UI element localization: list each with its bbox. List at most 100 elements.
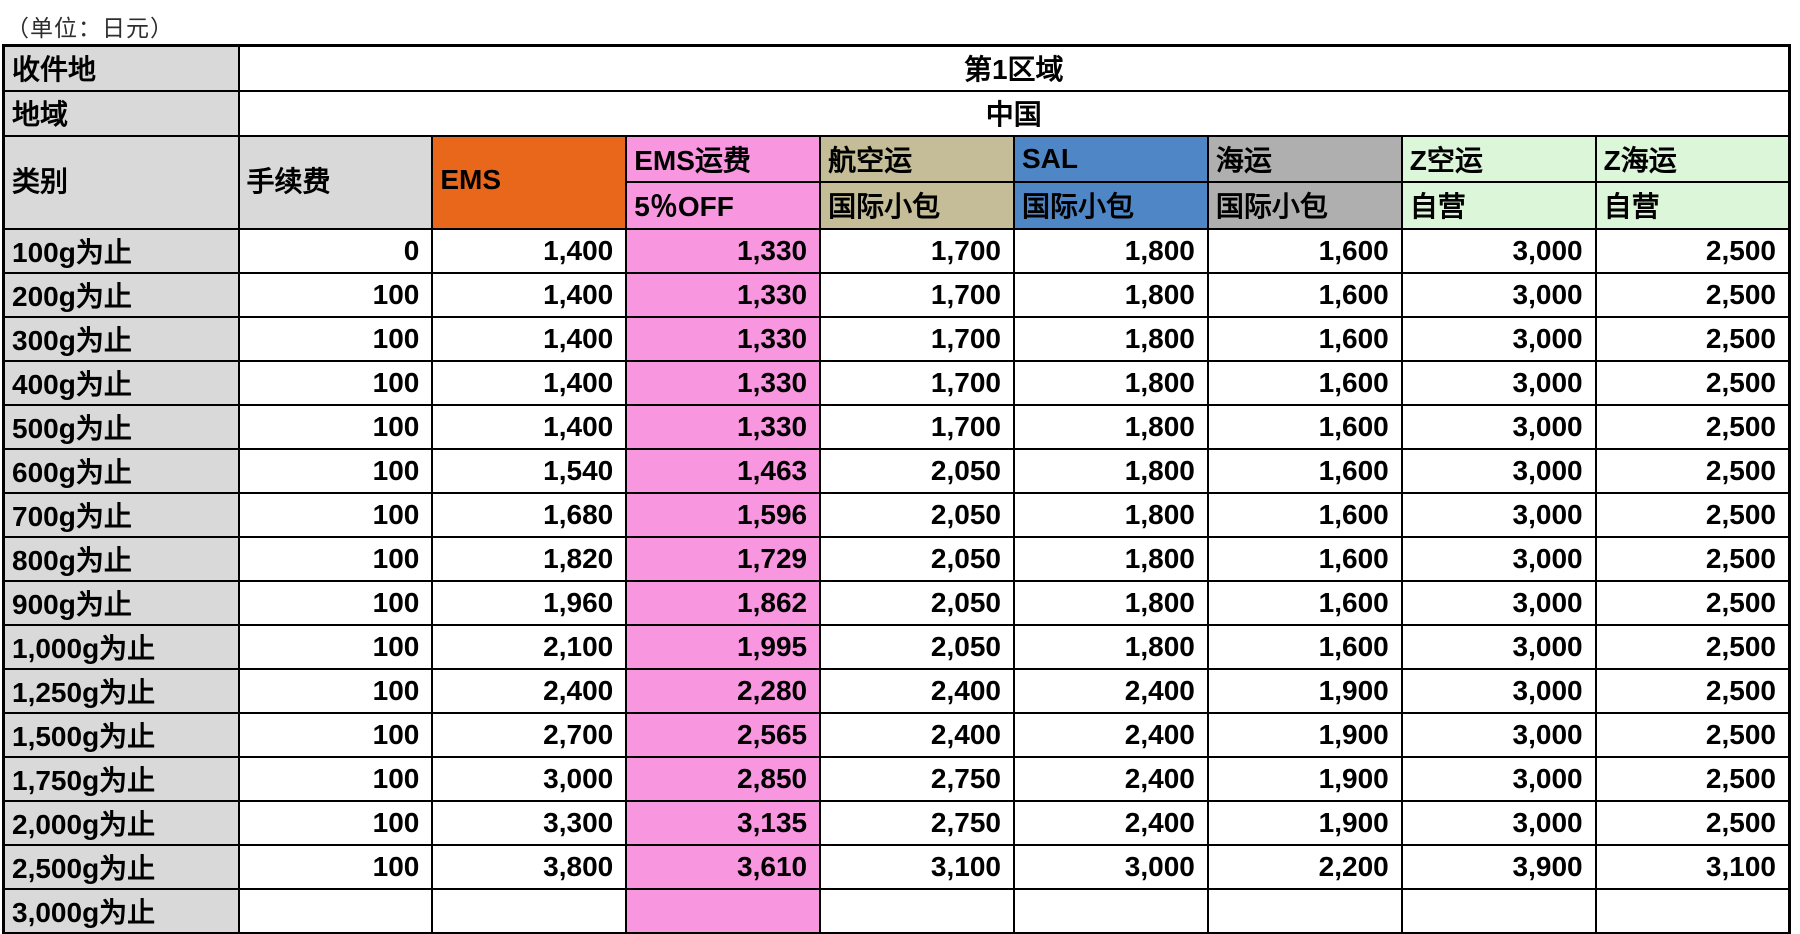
- rate-cell: 1,600: [1206, 227, 1403, 274]
- weight-label-cell: 800g为止: [2, 535, 240, 582]
- table-row: 700g为止 100 1,680 1,596 2,050 1,800 1,600 3,000 2…: [2, 491, 1791, 538]
- rate-cell: 1,330: [625, 359, 822, 406]
- rate-cell: 3,100: [819, 843, 1015, 890]
- rate-cell: 2,050: [819, 623, 1015, 670]
- rate-cell: 1,900: [1206, 667, 1403, 714]
- service-subheader-air-packet: 国际小包: [819, 180, 1015, 230]
- rate-cell: 2,050: [819, 447, 1015, 494]
- rate-cell: 3,135: [625, 799, 822, 846]
- rate-cell: 2,400: [1013, 799, 1209, 846]
- rate-cell: 100: [237, 755, 434, 802]
- weight-label-cell: 1,250g为止: [2, 667, 240, 714]
- rate-cell: 2,500: [1594, 755, 1791, 802]
- weight-label-cell: 1,750g为止: [2, 755, 240, 802]
- rate-cell: 100: [237, 315, 434, 362]
- rate-cell: 2,500: [1594, 623, 1791, 670]
- rate-cell: 3,610: [625, 843, 822, 890]
- weight-label-cell: 700g为止: [2, 491, 240, 538]
- rate-cell: 3,100: [1594, 843, 1791, 890]
- rate-cell: 1,800: [1013, 227, 1209, 274]
- rate-cell: 1,820: [431, 535, 628, 582]
- table-row: 400g为止 100 1,400 1,330 1,700 1,800 1,600 3,000 2…: [2, 359, 1791, 406]
- rate-cell: 100: [237, 447, 434, 494]
- rate-cell: 1,800: [1013, 315, 1209, 362]
- rate-cell: 100: [237, 535, 434, 582]
- destination-row: 收件地 第1区域: [2, 44, 1791, 92]
- destination-label-cell: 收件地: [2, 44, 240, 92]
- rate-cell: 1,800: [1013, 447, 1209, 494]
- rate-cell: 100: [237, 711, 434, 758]
- rate-cell: 1,729: [625, 535, 822, 582]
- weight-label-cell: 600g为止: [2, 447, 240, 494]
- rate-cell: 3,000: [1400, 579, 1597, 626]
- rate-cell: 2,400: [1013, 755, 1209, 802]
- rate-table-body: 100g为止 0 1,400 1,330 1,700 1,800 1,600 3,000 2,5…: [2, 227, 1791, 934]
- rate-cell: 1,400: [431, 359, 628, 406]
- rate-cell: 1,800: [1013, 579, 1209, 626]
- rate-cell: 1,800: [1013, 623, 1209, 670]
- rate-cell: 3,000: [1400, 359, 1597, 406]
- region-row: 地域 中国: [2, 89, 1791, 137]
- service-header-ems: EMS: [431, 134, 628, 230]
- rate-cell: 1,400: [431, 271, 628, 318]
- rate-cell: 2,050: [819, 535, 1015, 582]
- weight-label-cell: 2,500g为止: [2, 843, 240, 890]
- rate-cell: 1,400: [431, 315, 628, 362]
- service-header-z-sea: Z海运: [1594, 134, 1791, 183]
- weight-label-cell: 3,000g为止: [2, 887, 240, 934]
- rate-cell: 100: [237, 403, 434, 450]
- rate-cell: 2,565: [625, 711, 822, 758]
- rate-cell: 1,600: [1206, 491, 1403, 538]
- rate-cell: 3,000: [1400, 755, 1597, 802]
- service-subheader-z-sea: 自营: [1594, 180, 1791, 230]
- rate-cell: 2,400: [819, 711, 1015, 758]
- rate-cell: 1,995: [625, 623, 822, 670]
- rate-cell: 3,000: [1400, 711, 1597, 758]
- rate-cell: 1,700: [819, 315, 1015, 362]
- rate-cell: 3,900: [1400, 843, 1597, 890]
- rate-cell: 1,800: [1013, 491, 1209, 538]
- table-row: 800g为止 100 1,820 1,729 2,050 1,800 1,600 3,000 2…: [2, 535, 1791, 582]
- rate-cell: 1,600: [1206, 315, 1403, 362]
- service-header-z-air: Z空运: [1400, 134, 1597, 183]
- table-row: 100g为止 0 1,400 1,330 1,700 1,800 1,600 3,000 2,5…: [2, 227, 1791, 274]
- rate-cell: 2,050: [819, 579, 1015, 626]
- rate-cell: 100: [237, 843, 434, 890]
- shipping-rate-table: 收件地 第1区域 地域 中国 类别 手续费 EMS EMS运费 航空运 SAL …: [2, 44, 1791, 934]
- weight-label-cell: 400g为止: [2, 359, 240, 406]
- rate-cell: 3,300: [431, 799, 628, 846]
- rate-cell: 3,000: [1400, 227, 1597, 274]
- weight-label-cell: 300g为止: [2, 315, 240, 362]
- rate-cell: 1,330: [625, 227, 822, 274]
- table-row: 1,000g为止 100 2,100 1,995 2,050 1,800 1,600 3,00…: [2, 623, 1791, 670]
- rate-cell: 1,800: [1013, 359, 1209, 406]
- service-header-sea-packet: 海运: [1206, 134, 1403, 183]
- rate-cell: [1206, 887, 1403, 934]
- rate-cell: 2,500: [1594, 271, 1791, 318]
- rate-cell: 2,500: [1594, 227, 1791, 274]
- rate-cell: 1,600: [1206, 579, 1403, 626]
- table-row: 200g为止 100 1,400 1,330 1,700 1,800 1,600 3,000 2…: [2, 271, 1791, 318]
- rate-cell: 2,280: [625, 667, 822, 714]
- rate-cell: 1,600: [1206, 535, 1403, 582]
- rate-cell: 2,400: [431, 667, 628, 714]
- rate-cell: [1400, 887, 1597, 934]
- rate-cell: 2,750: [819, 755, 1015, 802]
- service-header-sal-packet: SAL: [1013, 134, 1209, 183]
- rate-cell: 2,500: [1594, 315, 1791, 362]
- rate-cell: 2,400: [819, 667, 1015, 714]
- rate-cell: 2,700: [431, 711, 628, 758]
- rate-cell: 3,000: [1400, 535, 1597, 582]
- rate-cell: 1,540: [431, 447, 628, 494]
- rate-cell: 1,700: [819, 271, 1015, 318]
- rate-cell: 2,500: [1594, 711, 1791, 758]
- rate-cell: 1,700: [819, 227, 1015, 274]
- rate-cell: 2,500: [1594, 579, 1791, 626]
- destination-value-cell: 第1区域: [237, 44, 1791, 92]
- rate-cell: 1,330: [625, 403, 822, 450]
- rate-cell: 1,800: [1013, 535, 1209, 582]
- rate-cell: 3,000: [1400, 447, 1597, 494]
- table-row: 2,000g为止 100 3,300 3,135 2,750 2,400 1,900 3,00…: [2, 799, 1791, 846]
- service-subheader-sal-packet: 国际小包: [1013, 180, 1209, 230]
